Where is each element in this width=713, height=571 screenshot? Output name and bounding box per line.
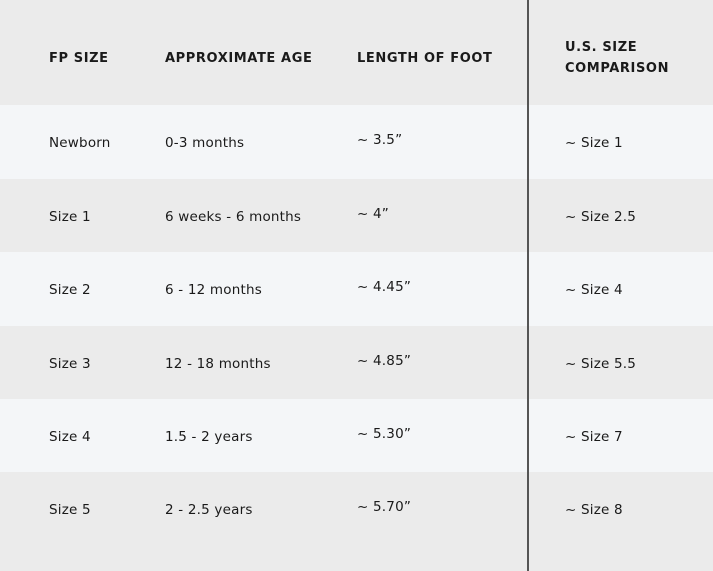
header-us-size: U.S. SIZE (565, 40, 638, 55)
foot-length-cell: ~ 3.5” (357, 132, 403, 148)
fp-size-cell: Newborn (49, 135, 111, 151)
table-header: FP SIZE APPROXIMATE AGE LENGTH OF FOOT U… (0, 0, 713, 105)
table-row: Size 4 1.5 - 2 years ~ 5.30” ~ Size 7 (0, 399, 713, 472)
fp-size-cell: Size 1 (49, 209, 91, 225)
fp-size-cell: Size 4 (49, 429, 91, 445)
table-row: Size 5 2 - 2.5 years ~ 5.70” ~ Size 8 (0, 472, 713, 571)
column-divider (527, 0, 529, 571)
us-size-cell: ~ Size 8 (565, 502, 623, 518)
header-approximate-age: APPROXIMATE AGE (165, 51, 313, 66)
age-cell: 0-3 months (165, 135, 245, 151)
age-cell: 6 weeks - 6 months (165, 209, 302, 225)
us-size-cell: ~ Size 5.5 (565, 356, 637, 372)
fp-size-cell: Size 5 (49, 502, 91, 518)
age-cell: 6 - 12 months (165, 282, 262, 298)
table-row: Size 1 6 weeks - 6 months ~ 4” ~ Size 2.5 (0, 179, 713, 252)
us-size-cell: ~ Size 7 (565, 429, 623, 445)
us-size-cell: ~ Size 2.5 (565, 209, 637, 225)
foot-length-cell: ~ 4.45” (357, 279, 412, 295)
header-comparison: COMPARISON (565, 61, 670, 76)
table-row: Size 3 12 - 18 months ~ 4.85” ~ Size 5.5 (0, 326, 713, 399)
fp-size-cell: Size 3 (49, 356, 91, 372)
age-cell: 12 - 18 months (165, 356, 271, 372)
foot-length-cell: ~ 5.30” (357, 426, 412, 442)
table-row: Size 2 6 - 12 months ~ 4.45” ~ Size 4 (0, 252, 713, 326)
us-size-cell: ~ Size 4 (565, 282, 623, 298)
foot-length-cell: ~ 4.85” (357, 353, 412, 369)
us-size-cell: ~ Size 1 (565, 135, 623, 151)
foot-length-cell: ~ 4” (357, 206, 389, 222)
table-row: Newborn 0-3 months ~ 3.5” ~ Size 1 (0, 105, 713, 179)
age-cell: 2 - 2.5 years (165, 502, 253, 518)
age-cell: 1.5 - 2 years (165, 429, 253, 445)
fp-size-cell: Size 2 (49, 282, 91, 298)
foot-length-cell: ~ 5.70” (357, 499, 412, 515)
header-length-of-foot: LENGTH OF FOOT (357, 51, 493, 66)
header-fp-size: FP SIZE (49, 51, 109, 66)
